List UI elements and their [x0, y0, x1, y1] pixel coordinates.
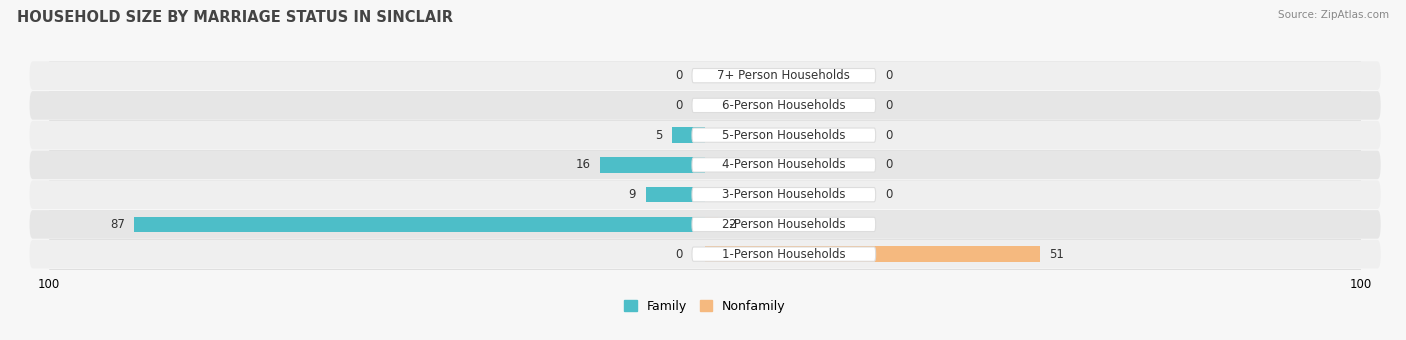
Text: 0: 0 — [675, 69, 682, 82]
Text: 1-Person Households: 1-Person Households — [723, 248, 845, 261]
FancyBboxPatch shape — [692, 217, 876, 232]
Text: 0: 0 — [675, 248, 682, 261]
Bar — [672, 128, 706, 143]
FancyBboxPatch shape — [692, 247, 876, 261]
Text: 2: 2 — [728, 218, 735, 231]
Text: 0: 0 — [886, 99, 893, 112]
FancyBboxPatch shape — [30, 121, 1381, 150]
FancyBboxPatch shape — [30, 180, 1381, 209]
Text: 0: 0 — [886, 129, 893, 142]
Text: 0: 0 — [886, 69, 893, 82]
Bar — [706, 217, 718, 232]
Text: 5-Person Households: 5-Person Households — [723, 129, 845, 142]
Text: 4-Person Households: 4-Person Households — [723, 158, 845, 171]
Text: 16: 16 — [575, 158, 591, 171]
Text: 87: 87 — [110, 218, 125, 231]
Bar — [600, 157, 706, 173]
Legend: Family, Nonfamily: Family, Nonfamily — [624, 300, 786, 313]
FancyBboxPatch shape — [30, 210, 1381, 239]
FancyBboxPatch shape — [692, 69, 876, 83]
Text: 51: 51 — [1049, 248, 1064, 261]
Text: 0: 0 — [886, 188, 893, 201]
FancyBboxPatch shape — [30, 61, 1381, 90]
FancyBboxPatch shape — [692, 158, 876, 172]
Text: 5: 5 — [655, 129, 662, 142]
FancyBboxPatch shape — [30, 240, 1381, 269]
Bar — [647, 187, 706, 202]
Bar — [706, 246, 1039, 262]
Text: 0: 0 — [675, 99, 682, 112]
FancyBboxPatch shape — [692, 188, 876, 202]
Text: HOUSEHOLD SIZE BY MARRIAGE STATUS IN SINCLAIR: HOUSEHOLD SIZE BY MARRIAGE STATUS IN SIN… — [17, 10, 453, 25]
Text: Source: ZipAtlas.com: Source: ZipAtlas.com — [1278, 10, 1389, 20]
Bar — [135, 217, 706, 232]
Text: 3-Person Households: 3-Person Households — [723, 188, 845, 201]
FancyBboxPatch shape — [30, 91, 1381, 120]
Text: 2-Person Households: 2-Person Households — [723, 218, 845, 231]
FancyBboxPatch shape — [30, 151, 1381, 179]
Text: 9: 9 — [628, 188, 637, 201]
Text: 7+ Person Households: 7+ Person Households — [717, 69, 851, 82]
Text: 6-Person Households: 6-Person Households — [723, 99, 845, 112]
FancyBboxPatch shape — [692, 128, 876, 142]
FancyBboxPatch shape — [692, 98, 876, 113]
Text: 0: 0 — [886, 158, 893, 171]
